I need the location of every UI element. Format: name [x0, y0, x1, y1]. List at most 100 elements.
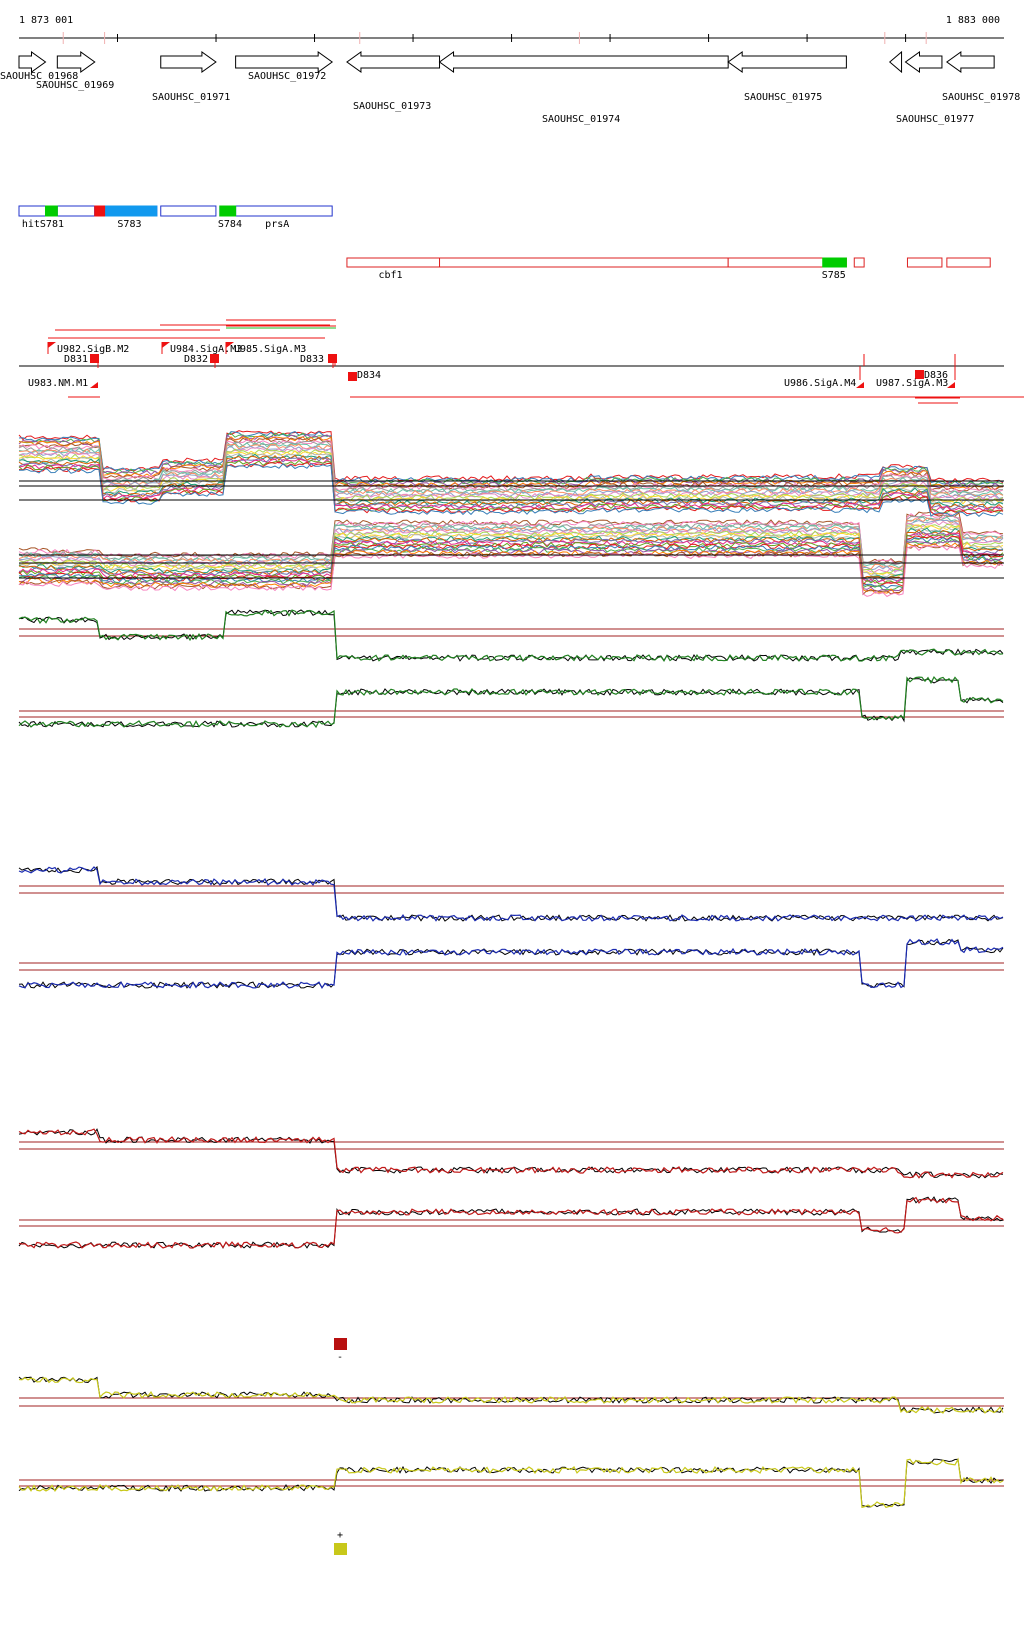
coordinate-ruler: 1 873 001 1 883 000 [19, 15, 1004, 44]
tss-label: D832 [184, 354, 208, 365]
annotation-box [853, 257, 865, 268]
signal-line [18, 1457, 1004, 1509]
gene-arrow [727, 51, 847, 73]
tss-box [90, 354, 99, 363]
annotation-label: S783 [117, 219, 141, 230]
annotation-box [946, 257, 991, 268]
ruler-end-label: 1 883 000 [946, 15, 1000, 26]
signal-tracks [18, 609, 1004, 1509]
gene-label: SAOUHSC_01974 [542, 114, 620, 125]
overview-line [18, 434, 1004, 489]
tss-label: U987.SigA.M3 [876, 378, 948, 389]
annotation-mark [822, 257, 847, 268]
gene-arrow [235, 51, 334, 73]
tss-flag [162, 342, 170, 348]
tss-label: U983.NM.M1 [28, 378, 88, 389]
annotation-box [346, 257, 441, 268]
overview-line [18, 461, 1004, 516]
tss-flag [856, 382, 864, 388]
tss-label: U984.SigA.M3 [170, 344, 242, 355]
tss-flag [947, 382, 955, 388]
overview-line [18, 445, 1004, 500]
overview-line [18, 539, 1004, 591]
gene-arrow [438, 51, 729, 73]
gene-arrow [888, 50, 903, 74]
annotation-label: S784 [218, 219, 242, 230]
tss-label: U982.SigB.M2 [57, 344, 129, 355]
annotation-box [160, 205, 217, 217]
tss-flag [48, 342, 56, 348]
gene-label: SAOUHSC_01968 [0, 71, 78, 82]
signal-line [18, 1128, 1004, 1179]
overview-line [18, 450, 1004, 505]
signal-line-reference [18, 865, 1004, 922]
overview-line [18, 459, 1004, 514]
annotation-track: hitS781 S783 S784 prsA cbf1 S785 [18, 205, 991, 281]
signal-track-blue [18, 865, 1004, 989]
signal-track-green [18, 609, 1004, 729]
overview-line [18, 448, 1004, 503]
overview-line [18, 456, 1004, 511]
signal-line [18, 1196, 1004, 1249]
strand-legend: -+ [334, 1338, 347, 1555]
signal-line-reference [18, 1128, 1004, 1179]
overview-line [18, 440, 1004, 494]
overview-line [18, 532, 1004, 584]
signal-line-reference [18, 1458, 1004, 1508]
signal-line [18, 938, 1004, 989]
signal-line-reference [18, 677, 1004, 728]
gene-label: SAOUHSC_01972 [248, 71, 326, 82]
tss-label: D831 [64, 354, 88, 365]
signal-track-red [18, 1128, 1004, 1249]
overview-line [18, 437, 1004, 492]
gene-label: SAOUHSC_01973 [353, 101, 431, 112]
legend-symbol: - [337, 1352, 343, 1363]
gene-arrow [18, 51, 47, 73]
annotation-box [235, 205, 333, 217]
overview-line [18, 514, 1004, 566]
annotation-label: cbf1 [378, 270, 402, 281]
tss-label: U985.SigA.M3 [234, 344, 306, 355]
gene-label: SAOUHSC_01977 [896, 114, 974, 125]
annotation-box [906, 257, 943, 268]
tss-flag [90, 382, 98, 388]
gene-label: SAOUHSC_01978 [942, 92, 1020, 103]
gene-label: SAOUHSC_01969 [36, 80, 114, 91]
tss-flag [226, 342, 234, 348]
overview-line [19, 462, 1004, 517]
signal-line-reference [18, 938, 1004, 989]
gene-arrow [56, 51, 96, 73]
expression-overview [18, 430, 1004, 598]
overview-line [18, 454, 1004, 510]
annotation-label: S785 [822, 270, 846, 281]
annotation-box [56, 205, 96, 217]
tss-label: D836 [924, 370, 948, 381]
overview-line [18, 452, 1004, 506]
overview-line [18, 535, 1003, 588]
overview-line [18, 526, 1004, 578]
signal-line-reference [18, 1376, 1004, 1414]
overview-line [18, 527, 1004, 579]
annotation-mark [94, 205, 107, 217]
annotation-box [439, 257, 729, 268]
legend-symbol: + [337, 1530, 343, 1541]
gene-label: SAOUHSC_01971 [152, 92, 230, 103]
overview-line [18, 531, 1004, 583]
gene-arrow [346, 51, 441, 73]
legend-swatch [334, 1543, 347, 1555]
annotation-mark [44, 205, 58, 217]
annotation-box [18, 205, 46, 217]
ruler-ticks [62, 32, 927, 44]
gene-arrow [160, 51, 217, 73]
signal-line [18, 866, 1004, 922]
tss-box [348, 372, 357, 381]
ruler-start-label: 1 873 001 [19, 15, 73, 26]
signal-line [18, 609, 1004, 663]
annotation-label: hitS781 [22, 219, 64, 230]
legend-swatch [334, 1338, 347, 1350]
tss-label: D834 [357, 370, 381, 381]
